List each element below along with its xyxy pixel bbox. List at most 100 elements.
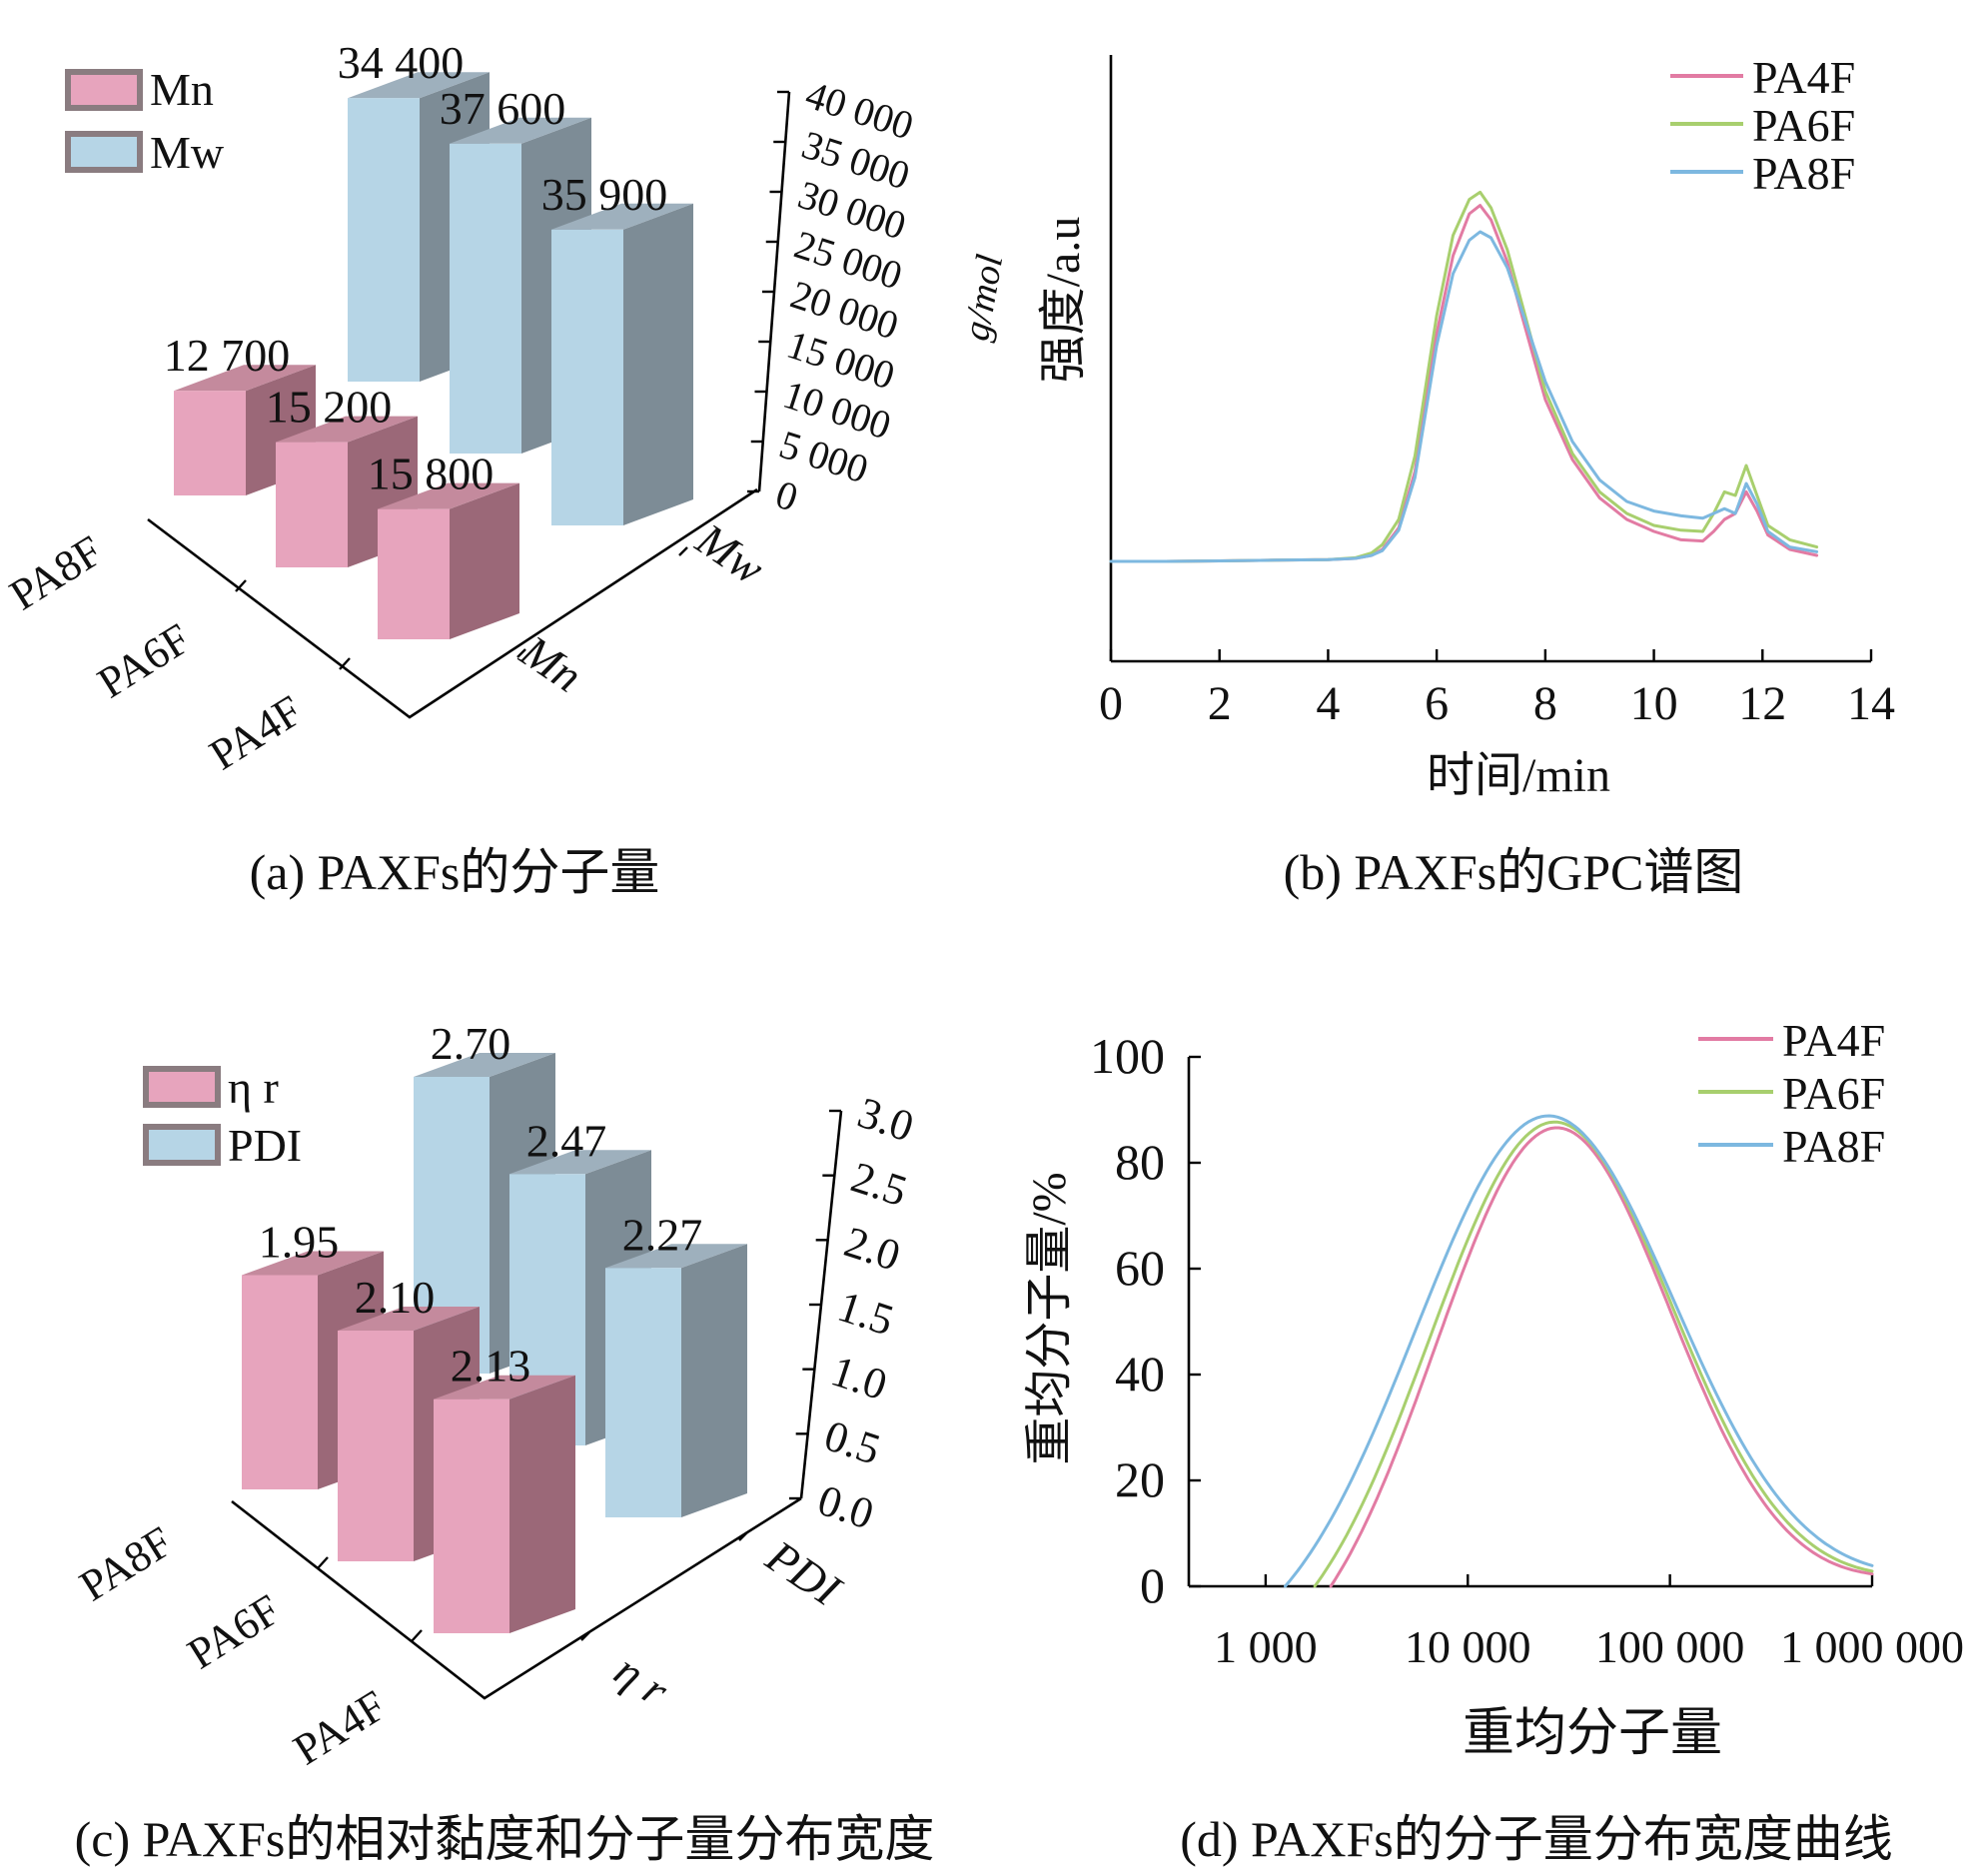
panel-b-series-pa6f xyxy=(1109,190,1819,563)
panel-a-bar-mn-pa4f-top xyxy=(378,482,519,509)
panel-a-z-axis-label: g/mol xyxy=(955,252,1011,345)
panel-b-series-pa8f xyxy=(1109,230,1819,563)
panel-c-z-tick-label: 1.5 xyxy=(832,1282,899,1346)
panel-a-bar-mn-pa4f-front xyxy=(378,508,450,639)
panel-a-category-label-pa8f: PA8F xyxy=(1,526,111,620)
panel-b-x-tick-label: 12 xyxy=(1738,677,1786,730)
panel-c-z-tick-label: 3.0 xyxy=(852,1088,919,1152)
panel-c-bar-r-pa4f-side xyxy=(509,1375,575,1633)
panel-a-bar-mw-pa4f: 35 900 xyxy=(541,169,693,526)
panel-b-x-tick-label: 0 xyxy=(1099,677,1123,730)
panel-b-x-tick-label: 8 xyxy=(1533,677,1557,730)
panel-c-bar-r-pa4f: 2.13 xyxy=(434,1341,575,1633)
panel-c-series-axis-label-eta-r: η r xyxy=(605,1644,678,1716)
panel-d-series-pa4f xyxy=(1329,1126,1874,1588)
panel-c-bar-pdi-pa8f-top xyxy=(414,1053,555,1077)
panel-a-series-axis-label-mn: Mn xyxy=(511,624,591,701)
panel-a-bar-mn-pa4f: 15 800 xyxy=(368,449,519,639)
panel-c-bar-pdi-pa4f-front xyxy=(605,1268,681,1517)
panel-d-y-tick-label: 40 xyxy=(1115,1346,1165,1402)
panel-c-bar-pdi-pa8f-value-label: 2.70 xyxy=(431,1018,511,1069)
panel-d-series-pa8f xyxy=(1284,1114,1874,1588)
panel-c-z-tick-label: 0.0 xyxy=(812,1475,879,1539)
panel-d-y-tick-label: 60 xyxy=(1115,1240,1165,1296)
panel-d-caption: (d) PAXFs的分子量分布宽度曲线 xyxy=(1180,1811,1893,1867)
panel-b-x-tick-label: 2 xyxy=(1208,677,1232,730)
panel-a-bar-mw-pa8f-value-label: 34 400 xyxy=(338,37,465,88)
panel-c-category-label-pa8f: PA8F xyxy=(71,1517,181,1611)
panel-b-legend-label-pa8f: PA8F xyxy=(1752,148,1855,199)
panel-c-bar-pdi-pa6f-value-label: 2.47 xyxy=(526,1115,607,1166)
panel-d-y-axis-label: 重均分子量/% xyxy=(1023,1172,1076,1464)
panel-c-series-axis-label-pdi: PDI xyxy=(757,1529,852,1616)
panel-a-bar-mn-pa6f-value-label: 15 200 xyxy=(266,382,393,433)
panel-d-x-axis-label: 重均分子量 xyxy=(1463,1705,1722,1762)
panel-b-x-tick-label: 4 xyxy=(1316,677,1340,730)
panel-c-legend-label-eta-r: η r xyxy=(228,1062,279,1113)
panel-d-legend-label-pa4f: PA4F xyxy=(1782,1015,1885,1066)
panel-c-legend-swatch-pdi xyxy=(143,1124,221,1166)
panel-a-bar-mn-pa6f-top xyxy=(276,416,418,443)
panel-d-x-tick-label: 100 000 xyxy=(1595,1621,1745,1672)
panel-b-x-axis-label: 时间/min xyxy=(1427,749,1610,802)
panel-a-bar-mw-pa4f-value-label: 35 900 xyxy=(541,169,668,220)
panel-d-legend: PA4F PA6F PA8F xyxy=(1698,1015,1885,1172)
panel-a-category-label-pa4f: PA4F xyxy=(201,686,311,780)
panel-a-legend-label-mw: Mw xyxy=(150,127,225,178)
panel-c-bar-pdi-pa4f-side xyxy=(681,1244,747,1517)
panel-a-bar-mw-pa4f-side xyxy=(623,203,693,526)
panel-a-bar-mn-pa8f-front xyxy=(174,391,246,495)
panel-c-bar-r-pa4f-value-label: 2.13 xyxy=(451,1341,531,1392)
panel-c-bar-pdi-pa4f-top xyxy=(605,1244,747,1269)
panel-d-legend-label-pa6f: PA6F xyxy=(1782,1068,1885,1119)
panel-a-bar-mn-pa8f-value-label: 12 700 xyxy=(164,330,291,381)
panel-a-bar-mn-pa8f-top xyxy=(174,365,316,392)
panel-c-bar-r-pa6f-value-label: 2.10 xyxy=(355,1272,436,1323)
panel-a-category-label-pa6f: PA6F xyxy=(89,614,199,708)
panel-b-caption: (b) PAXFs的GPC谱图 xyxy=(1284,844,1744,900)
panel-a-series-axis-label-mw: Mw xyxy=(687,512,774,594)
panel-c-legend-swatch-eta-r xyxy=(143,1066,221,1108)
panel-d-y-tick-label: 0 xyxy=(1140,1557,1165,1613)
panel-b-legend: PA4F PA6F PA8F xyxy=(1670,52,1855,199)
panel-a-bar-mw-pa6f-front xyxy=(450,143,521,455)
panel-d-series-pa6f xyxy=(1313,1120,1874,1588)
panel-c-viscosity-pdi: 2.70 2.47 2.27 1.95 2.10 2.13 0.00.51.01.52.0… xyxy=(71,1018,934,1867)
panel-d-y-tick-label: 20 xyxy=(1115,1451,1165,1507)
panel-b-x-tick-label: 10 xyxy=(1630,677,1678,730)
panel-c-bar-r-pa6f-front xyxy=(338,1331,414,1561)
panel-d-y-tick-label: 80 xyxy=(1115,1134,1165,1190)
panel-c-z-tick-label: 0.5 xyxy=(819,1410,886,1474)
panel-b-y-axis-label: 强度/a.u xyxy=(1037,217,1090,384)
panel-c-caption: (c) PAXFs的相对黏度和分子量分布宽度 xyxy=(75,1811,935,1867)
panel-a-bar-mw-pa4f-top xyxy=(551,203,693,230)
panel-c-category-label-pa4f: PA4F xyxy=(285,1681,395,1775)
panel-c-bar-r-pa8f-top xyxy=(242,1251,384,1276)
panel-c-bars: 2.70 2.47 2.27 1.95 2.10 2.13 xyxy=(242,1018,747,1633)
panel-c-z-tick-label: 2.5 xyxy=(845,1153,912,1217)
panel-a-bar-mn-pa4f-side xyxy=(450,482,519,639)
panel-a-bar-mw-pa6f-value-label: 37 600 xyxy=(440,83,566,134)
panel-c-bar-r-pa8f-value-label: 1.95 xyxy=(259,1217,340,1268)
panel-a-legend: Mn Mw xyxy=(65,64,225,178)
panel-c-z-tick-label: 1.0 xyxy=(825,1347,892,1410)
panel-a-bar-mn-pa4f-value-label: 15 800 xyxy=(368,449,495,499)
panel-d-x-tick-label: 10 000 xyxy=(1405,1621,1531,1672)
panel-b-series xyxy=(1109,190,1819,563)
panel-a-z-tick-label: 0 xyxy=(770,471,803,520)
panel-d-legend-label-pa8f: PA8F xyxy=(1782,1121,1885,1172)
panel-b-legend-label-pa4f: PA4F xyxy=(1752,52,1855,103)
panel-d-ticks: 0 20 40 60 80 100 1 000 10 000 100 000 1 000 000 xyxy=(1090,1028,1964,1672)
panel-b-legend-label-pa6f: PA6F xyxy=(1752,100,1855,151)
panel-b-x-ticks: 0 2 4 6 8 10 12 14 xyxy=(1099,649,1895,730)
panel-c-legend-label-pdi: PDI xyxy=(228,1120,302,1171)
panel-b-x-tick-label: 6 xyxy=(1425,677,1449,730)
panel-c-bar-r-pa8f-front xyxy=(242,1275,318,1489)
panel-d-x-tick-label: 1 000 000 xyxy=(1780,1621,1964,1672)
panel-a-bar-mw-pa6f-top xyxy=(450,117,591,144)
panel-d-series xyxy=(1284,1114,1874,1588)
